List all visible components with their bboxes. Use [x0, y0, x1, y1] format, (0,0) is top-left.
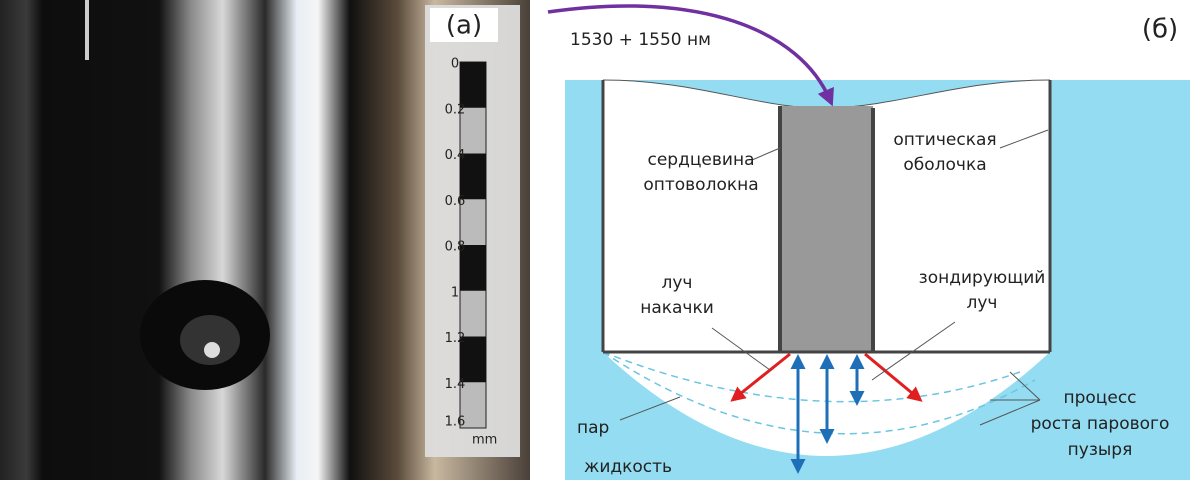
growth-label: пузыря	[1068, 440, 1133, 460]
scale-tick-label: 1.2	[445, 331, 466, 346]
scale-unit: mm	[472, 433, 497, 448]
scale-tick-label: 0.6	[445, 194, 466, 209]
probe-label: луч	[967, 293, 998, 313]
figure: (а) 0 0.2 0.4 0.6 0.8 1 1.2 1.4 1.6 mm (б) 1530 …	[0, 0, 1198, 480]
scale-tick-label: 0.4	[445, 148, 466, 163]
wavelength-label: 1530 + 1550 нм	[570, 30, 711, 50]
schematic	[548, 6, 1190, 480]
panel-label: (б)	[1142, 15, 1178, 45]
scale-segment	[460, 62, 486, 108]
liquid-label: жидкость	[584, 457, 672, 477]
probe-label: зондирующий	[919, 268, 1046, 288]
scale-tick-label: 1	[451, 285, 459, 300]
panel-label: (а)	[446, 11, 482, 41]
scale-tick-label: 0.8	[445, 240, 466, 255]
pump-label: луч	[662, 273, 693, 293]
scale-tick-label: 1.6	[445, 415, 466, 430]
scale-tick-label: 0	[451, 57, 459, 72]
scale-tick-label: 1.4	[445, 377, 466, 392]
core-label: оптоволокна	[643, 175, 758, 195]
cladding-label: оптическая	[893, 130, 996, 150]
core-label: сердцевина	[648, 150, 755, 170]
growth-label: процесс	[1063, 388, 1136, 408]
vapor-label: пар	[577, 418, 609, 438]
pump-label: накачки	[640, 298, 714, 318]
growth-label: роста парового	[1031, 414, 1170, 434]
scale-tick-label: 0.2	[445, 102, 466, 117]
cladding-label: оболочка	[903, 155, 986, 175]
